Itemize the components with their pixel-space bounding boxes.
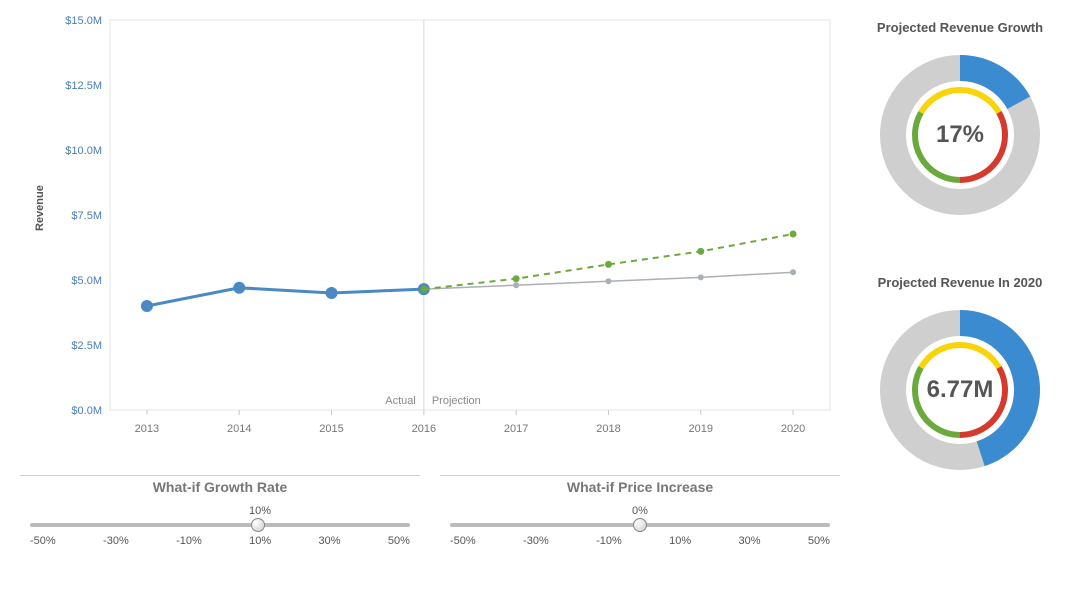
- slider-price-track[interactable]: [450, 523, 830, 527]
- donut-2-value: 6.77M: [870, 300, 1050, 480]
- svg-text:2018: 2018: [596, 423, 620, 435]
- donut-1: 17%: [870, 45, 1050, 225]
- svg-text:$10.0M: $10.0M: [65, 145, 102, 157]
- svg-text:2014: 2014: [227, 423, 251, 435]
- slider-price-thumb[interactable]: [633, 518, 647, 532]
- slider-growth-value-label: 10%: [249, 505, 271, 517]
- slider-price-title: What-if Price Increase: [440, 479, 840, 495]
- svg-text:$12.5M: $12.5M: [65, 80, 102, 92]
- slider-price-value-label: 0%: [632, 505, 648, 517]
- revenue-chart: Revenue $0.0M$2.5M$5.0M$7.5M$10.0M$12.5M…: [50, 10, 840, 460]
- sliders-panel: What-if Growth Rate 10% -50%-30%-10%10%3…: [20, 475, 840, 563]
- svg-text:$0.0M: $0.0M: [71, 405, 102, 417]
- svg-text:2020: 2020: [781, 423, 805, 435]
- svg-text:$2.5M: $2.5M: [71, 340, 102, 352]
- slider-price-increase: What-if Price Increase 0% -50%-30%-10%10…: [440, 475, 840, 563]
- donut-1-value: 17%: [870, 45, 1050, 225]
- donut-panel: Projected Revenue Growth 17% Projected R…: [860, 0, 1060, 480]
- svg-text:$15.0M: $15.0M: [65, 15, 102, 27]
- slider-growth-title: What-if Growth Rate: [20, 479, 420, 495]
- svg-text:Projection: Projection: [432, 395, 481, 407]
- slider-growth-rate: What-if Growth Rate 10% -50%-30%-10%10%3…: [20, 475, 420, 563]
- svg-text:$7.5M: $7.5M: [71, 210, 102, 222]
- svg-text:$5.0M: $5.0M: [71, 275, 102, 287]
- donut-1-title: Projected Revenue Growth: [860, 20, 1060, 35]
- slider-price-ticks: -50%-30%-10%10%30%50%: [450, 535, 830, 547]
- svg-text:2015: 2015: [319, 423, 343, 435]
- slider-growth-track[interactable]: [30, 523, 410, 527]
- svg-text:Actual: Actual: [385, 395, 416, 407]
- slider-growth-ticks: -50%-30%-10%10%30%50%: [30, 535, 410, 547]
- svg-text:2013: 2013: [135, 423, 159, 435]
- y-axis-label: Revenue: [34, 185, 46, 231]
- chart-svg: $0.0M $2.5M $5.0M $7.5M $10.0M $12.5M $15.0M 20…: [50, 10, 840, 460]
- svg-text:2017: 2017: [504, 423, 528, 435]
- donut-2: 6.77M: [870, 300, 1050, 480]
- donut-2-title: Projected Revenue In 2020: [860, 275, 1060, 290]
- svg-text:2019: 2019: [689, 423, 713, 435]
- svg-text:2016: 2016: [412, 423, 436, 435]
- slider-growth-thumb[interactable]: [251, 518, 265, 532]
